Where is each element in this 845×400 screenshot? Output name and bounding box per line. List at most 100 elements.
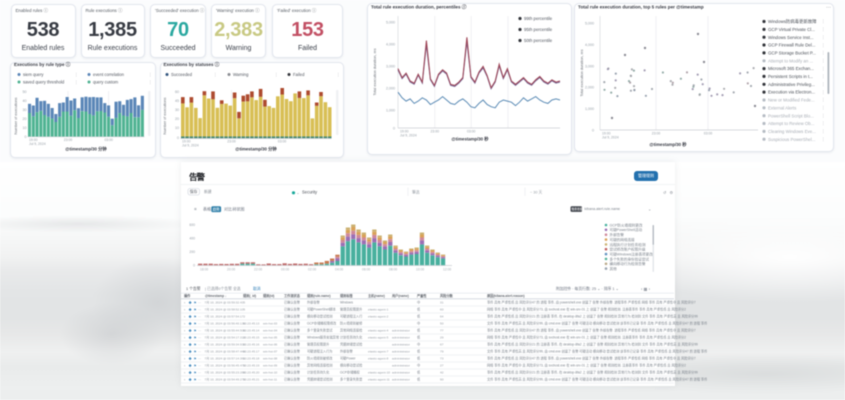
svg-text:可疑进程注入行为: 可疑进程注入行为 (307, 349, 333, 354)
svg-text:Execution via Electron...: Execution via Electron... (768, 90, 815, 95)
svg-text:远程执行计划任务检测: 远程执行计划任务检测 (610, 242, 646, 247)
svg-text:防火墙规则被修: 防火墙规则被修 (340, 321, 363, 326)
svg-text:event correlation: event correlation (93, 72, 125, 77)
svg-text:10.23.45.20: 10.23.45.20 (243, 371, 260, 375)
svg-text:已确认告警: 已确认告警 (284, 356, 301, 361)
svg-text:低: 低 (417, 377, 421, 382)
svg-text:60: 60 (440, 308, 444, 312)
svg-text:⚑: ⚑ (194, 322, 197, 326)
svg-text:400: 400 (189, 237, 195, 241)
svg-text:防火墙规则被修改: 防火墙规则被修改 (307, 356, 333, 361)
svg-text:附加控件 · 每页行数: 25 ⌄ · 排序 1 ⌄: 附加控件 · 每页行数: 25 ⌄ · 排序 1 ⌄ (556, 286, 619, 291)
svg-text:30: 30 (175, 108, 179, 112)
svg-text:External Alerts: External Alerts (768, 105, 797, 110)
svg-text:Jul 9, 2024: Jul 9, 2024 (29, 142, 46, 146)
svg-text:19:00: 19:00 (182, 140, 191, 144)
svg-text:query custom: query custom (93, 80, 119, 85)
svg-text:⋮: ⋮ (148, 72, 153, 77)
svg-text:趋势: 趋势 (213, 206, 221, 211)
svg-text:文件 事件 具有 严重性高 且 风险评分99, 由 cmd.: 文件 事件 具有 严重性高 且 风险评分99, 由 cmd.exe 创建了 告警… (487, 349, 708, 354)
svg-text:‹ ▦ ›: ‹ ▦ › (641, 287, 651, 292)
svg-text:Clearing Windows Eve...: Clearing Windows Eve... (768, 129, 816, 134)
svg-text:0: 0 (25, 135, 27, 139)
svg-text:外部告警: 外部告警 (610, 232, 625, 237)
svg-text:⋮: ⋮ (821, 74, 826, 79)
svg-text:可疑PowerShell活动: 可疑PowerShell活动 (610, 227, 643, 232)
svg-text:Total rule execution duration,: Total rule execution duration, percentil… (371, 4, 467, 11)
svg-text:›: › (184, 371, 186, 375)
svg-text:PowerShell Script Blo...: PowerShell Script Blo... (768, 113, 814, 118)
svg-text:⋮: ⋮ (821, 129, 826, 134)
svg-text:10: 10 (23, 126, 27, 130)
svg-text:⚑: ⚑ (194, 378, 197, 382)
svg-text:GCP Firewall Rule Del...: GCP Firewall Rule Del... (768, 43, 816, 48)
svg-text:管理员权限提升: 管理员权限提升 (340, 307, 363, 312)
svg-text:⚑: ⚑ (194, 357, 197, 361)
svg-text:›: › (184, 343, 186, 347)
svg-text:@timestamp ↓: @timestamp ↓ (205, 294, 227, 298)
svg-text:03:00: 03:00 (278, 140, 287, 144)
svg-text:⚑: ⚑ (194, 371, 197, 375)
svg-text:64: 64 (440, 315, 444, 319)
svg-text:⋮: ⋮ (821, 106, 826, 111)
svg-text:⋯: ⋯ (198, 308, 201, 312)
svg-text:低: 低 (417, 356, 421, 361)
svg-text:›: › (184, 301, 186, 305)
svg-text:7月 10, 2024 @ 03:55:23.288: 7月 10, 2024 @ 03:55:23.288 (205, 371, 246, 375)
svg-text:已确认告警: 已确认告警 (284, 342, 301, 347)
svg-text:Administrative Privileg...: Administrative Privileg... (768, 82, 815, 87)
svg-text:外部告警: 外部告警 (307, 300, 321, 305)
svg-text:管理员权限提升: 管理员权限提升 (307, 342, 330, 347)
svg-text:Microsoft 365 Exchan...: Microsoft 365 Exchan... (768, 66, 814, 71)
svg-text:77: 77 (440, 329, 444, 333)
svg-text:95th percentile: 95th percentile (524, 27, 553, 32)
svg-text:已确认告警: 已确认告警 (284, 363, 301, 368)
svg-text:多个失败的身份验证尝试: 多个失败的身份验证尝试 (610, 256, 650, 261)
svg-text:≡: ≡ (194, 207, 197, 212)
svg-text:1 个告警: 1 个告警 (186, 286, 201, 291)
svg-text:win-hst-04: win-hst-04 (263, 329, 278, 333)
svg-text:已确认告警: 已确认告警 (284, 321, 301, 326)
svg-text:主机(name): 主机(name) (368, 293, 385, 298)
svg-text:Total rule execution duration,: Total rule execution duration, top 5 rul… (578, 5, 704, 10)
svg-text:elastic-agent-11: elastic-agent-11 (368, 378, 390, 382)
svg-text:已确认告警: 已确认告警 (284, 307, 301, 312)
svg-text:⋮: ⋮ (213, 72, 218, 77)
svg-text:堆叠依据: 堆叠依据 (571, 206, 583, 211)
svg-text:›: › (184, 336, 186, 340)
svg-text:win-hst-10: win-hst-10 (263, 371, 278, 375)
svg-text:⋯: ⋯ (198, 301, 201, 305)
svg-text:@timestamp/30 秒: @timestamp/30 秒 (451, 136, 489, 143)
svg-text:20:00: 20:00 (227, 268, 235, 272)
svg-text:低: 低 (417, 307, 421, 312)
svg-text:⋮: ⋮ (74, 72, 79, 77)
svg-text:~ 30 天: ~ 30 天 (530, 191, 543, 195)
svg-text:凭据转储尝试检测: 凭据转储尝试检测 (307, 377, 333, 382)
svg-text:⋮: ⋮ (74, 80, 79, 85)
svg-text:⋯: ⋯ (198, 322, 201, 326)
svg-text:表格: 表格 (203, 205, 211, 211)
svg-text:2,000: 2,000 (585, 86, 594, 90)
svg-text:10.23.45.16: 10.23.45.16 (243, 343, 260, 347)
svg-text:67: 67 (440, 343, 444, 347)
svg-text:可疑的网络连接: 可疑的网络连接 (610, 237, 636, 242)
svg-text:60: 60 (175, 90, 179, 94)
svg-text:Total execution duration, ms: Total execution duration, ms (580, 49, 584, 96)
svg-text:5,000: 5,000 (386, 21, 395, 25)
svg-text:中: 中 (417, 300, 420, 305)
svg-text:7月 10, 2024 @ 03:54:17.313: 7月 10, 2024 @ 03:54:17.313 (205, 336, 246, 340)
svg-text:Total execution duration, ms: Total execution duration, ms (373, 48, 377, 95)
svg-text:›: › (184, 364, 186, 368)
svg-text:⚑: ⚑ (194, 364, 197, 368)
svg-text:50: 50 (440, 322, 444, 326)
svg-text:⚑: ⚑ (194, 308, 197, 312)
svg-text:中: 中 (417, 321, 420, 326)
svg-text:⋯: ⋯ (198, 378, 201, 382)
svg-text:已确认告警: 已确认告警 (284, 335, 301, 340)
svg-text:administrator: administrator (392, 329, 410, 333)
svg-text:3,000: 3,000 (386, 65, 395, 69)
svg-text:7月 10, 2024 @ 03:56:45.479: 7月 10, 2024 @ 03:56:45.479 (205, 364, 246, 368)
svg-text:⋯: ⋯ (198, 343, 201, 347)
svg-text:elastic-agent-2: elastic-agent-2 (368, 315, 389, 319)
svg-text:⋯: ⋯ (198, 329, 201, 333)
